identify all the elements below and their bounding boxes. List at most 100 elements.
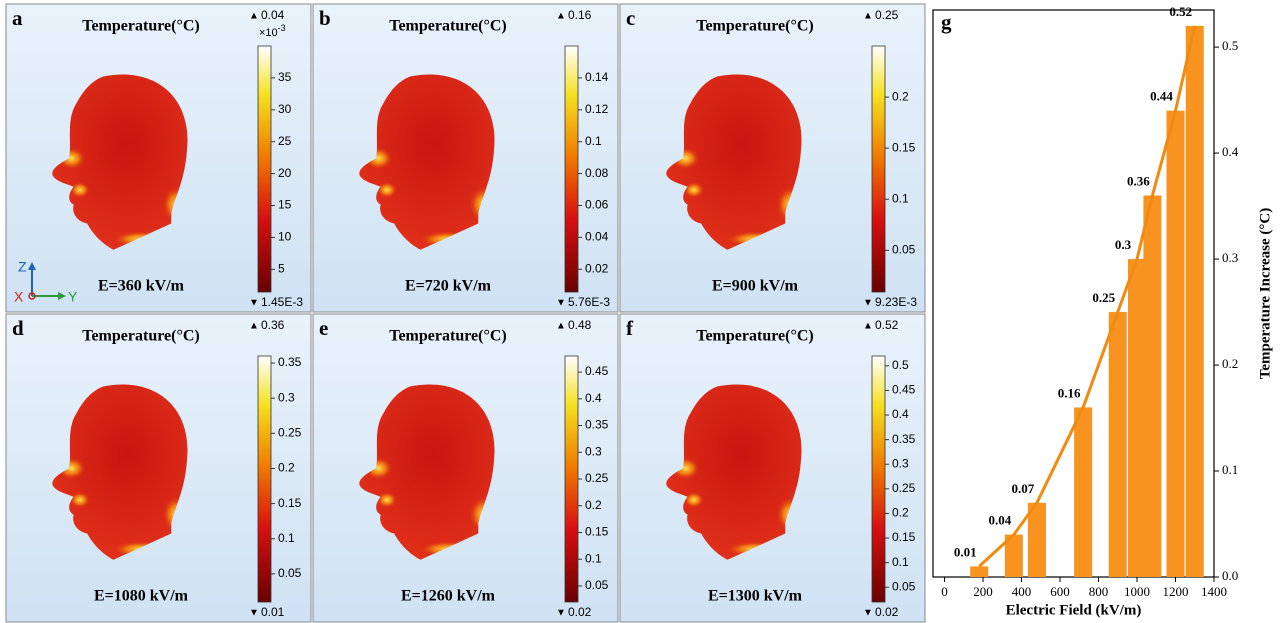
x-tick-label: 800 xyxy=(1089,584,1109,599)
field-label: E=360 kV/m xyxy=(98,278,185,295)
x-tick-label: 1200 xyxy=(1163,584,1189,599)
value-label: 0.25 xyxy=(1092,290,1115,305)
colorbar-min-label: 0.02 xyxy=(568,605,592,619)
colorbar-tick-label: 0.04 xyxy=(585,230,609,244)
x-tick-label: 1000 xyxy=(1124,584,1150,599)
x-tick-label: 400 xyxy=(1012,584,1032,599)
field-label: E=1300 kV/m xyxy=(708,588,803,605)
value-label: 0.07 xyxy=(1012,481,1035,496)
bar xyxy=(1108,312,1127,577)
bar xyxy=(970,566,989,577)
panel: b Temperature(°C) 0.02 0.04 0.06 0.08 0.1 0.12 0… xyxy=(312,3,619,313)
colorbar-tick-label: 0.1 xyxy=(585,551,602,565)
colorbar xyxy=(871,45,886,293)
x-tick-label: 600 xyxy=(1050,584,1070,599)
axis-label-y: Y xyxy=(68,289,78,305)
axis-label-z: Z xyxy=(18,259,27,275)
panel-title: Temperature(°C) xyxy=(82,328,199,345)
axis-label-x: X xyxy=(14,289,24,305)
colorbar-tick-label: 0.06 xyxy=(585,198,609,212)
colorbar-tick-label: 0.2 xyxy=(585,498,602,512)
colorbar-tick-label: 0.15 xyxy=(278,496,302,510)
bar xyxy=(1027,502,1046,577)
panel-label: d xyxy=(12,316,24,340)
colorbar-tick-label: 0.35 xyxy=(585,418,609,432)
colorbar-max-marker: ▲ xyxy=(556,321,566,332)
y-tick-label: 0.0 xyxy=(1222,568,1238,583)
colorbar-tick-label: 0.4 xyxy=(585,391,602,405)
axis-z-arrow xyxy=(28,262,36,270)
panel-title: Temperature(°C) xyxy=(696,18,813,35)
colorbar-tick-label: 0.1 xyxy=(278,531,295,545)
y-axis-label: Temperature Increase (°C) xyxy=(1257,208,1273,380)
colorbar-tick-label: 35 xyxy=(278,70,292,84)
colorbar-tick-label: 0.25 xyxy=(278,425,302,439)
colorbar-tick-label: 0.3 xyxy=(585,444,602,458)
colorbar-tick-label: 0.4 xyxy=(892,407,909,421)
value-label: 0.01 xyxy=(954,544,977,559)
colorbar-tick-label: 0.45 xyxy=(585,364,609,378)
colorbar xyxy=(257,355,272,603)
colorbar-max-marker: ▲ xyxy=(249,11,259,22)
panel: f Temperature(°C) 0.05 0.1 0.15 0.2 0.25 0.3 0.3… xyxy=(619,313,926,623)
bar xyxy=(1143,195,1162,577)
colorbar-max-label: 0.04 xyxy=(261,8,285,22)
colorbar-tick-label: 0.02 xyxy=(585,261,609,275)
colorbar-tick-label: 0.15 xyxy=(585,525,609,539)
axis-origin xyxy=(28,292,36,300)
bar xyxy=(1166,110,1185,577)
colorbar-min-label: 0.02 xyxy=(875,605,899,619)
panel-label: b xyxy=(319,6,331,30)
colorbar xyxy=(564,355,579,603)
colorbar-max-marker: ▲ xyxy=(556,11,566,22)
value-label: 0.3 xyxy=(1115,237,1132,252)
field-label: E=720 kV/m xyxy=(405,278,492,295)
colorbar-max-label: 0.36 xyxy=(261,318,285,332)
colorbar-tick-label: 0.2 xyxy=(278,461,295,475)
field-label: E=1260 kV/m xyxy=(401,588,496,605)
panel-title: Temperature(°C) xyxy=(389,18,506,35)
y-tick-label: 0.2 xyxy=(1222,356,1238,371)
colorbar-tick-label: 5 xyxy=(278,262,285,276)
colorbar-tick-label: 0.2 xyxy=(892,506,909,520)
bar xyxy=(1185,25,1204,577)
colorbar-max-marker: ▲ xyxy=(249,321,259,332)
colorbar-tick-label: 20 xyxy=(278,166,292,180)
y-tick-label: 0.3 xyxy=(1222,250,1238,265)
panel-label: f xyxy=(626,316,634,340)
colorbar-min-label: 0.01 xyxy=(261,605,285,619)
colorbar-tick-label: 0.3 xyxy=(892,456,909,470)
colorbar-min-label: 5.76E-3 xyxy=(568,295,610,309)
colorbar-max-marker: ▲ xyxy=(863,321,873,332)
panel: a Temperature(°C) 5 10 15 20 25 30 35 ▲ 0.04 ▼ 1.45E… xyxy=(5,3,312,313)
colorbar-min-label: 1.45E-3 xyxy=(261,295,303,309)
colorbar-tick-label: 0.2 xyxy=(892,89,909,103)
colorbar-tick-label: 15 xyxy=(278,198,292,212)
panel-title: Temperature(°C) xyxy=(82,18,199,35)
x-tick-label: 0 xyxy=(941,584,948,599)
colorbar-tick-label: 0.15 xyxy=(892,530,916,544)
colorbar-min-marker: ▼ xyxy=(249,608,259,619)
colorbar-tick-label: 0.3 xyxy=(278,390,295,404)
field-label: E=900 kV/m xyxy=(712,278,799,295)
hotspot xyxy=(69,491,91,509)
colorbar-tick-label: 10 xyxy=(278,230,292,244)
x-tick-label: 1400 xyxy=(1201,584,1227,599)
colorbar-tick-label: 0.15 xyxy=(892,140,916,154)
colorbar-exponent: ×10-3 xyxy=(259,23,286,39)
colorbar xyxy=(257,45,272,293)
colorbar-tick-label: 0.1 xyxy=(585,134,602,148)
y-tick-label: 0.5 xyxy=(1222,38,1238,53)
panel-label: c xyxy=(626,6,635,30)
bar xyxy=(1004,534,1023,577)
bar xyxy=(1128,259,1147,577)
colorbar-min-marker: ▼ xyxy=(249,298,259,309)
bar xyxy=(1074,407,1093,577)
panel: c Temperature(°C) 0.05 0.1 0.15 0.2 ▲ 0.25 ▼ 9.23… xyxy=(619,3,926,313)
colorbar-tick-label: 0.14 xyxy=(585,70,609,84)
colorbar-tick-label: 0.08 xyxy=(585,166,609,180)
colorbar-tick-label: 0.05 xyxy=(585,578,609,592)
y-tick-label: 0.4 xyxy=(1222,144,1239,159)
colorbar-tick-label: 30 xyxy=(278,102,292,116)
